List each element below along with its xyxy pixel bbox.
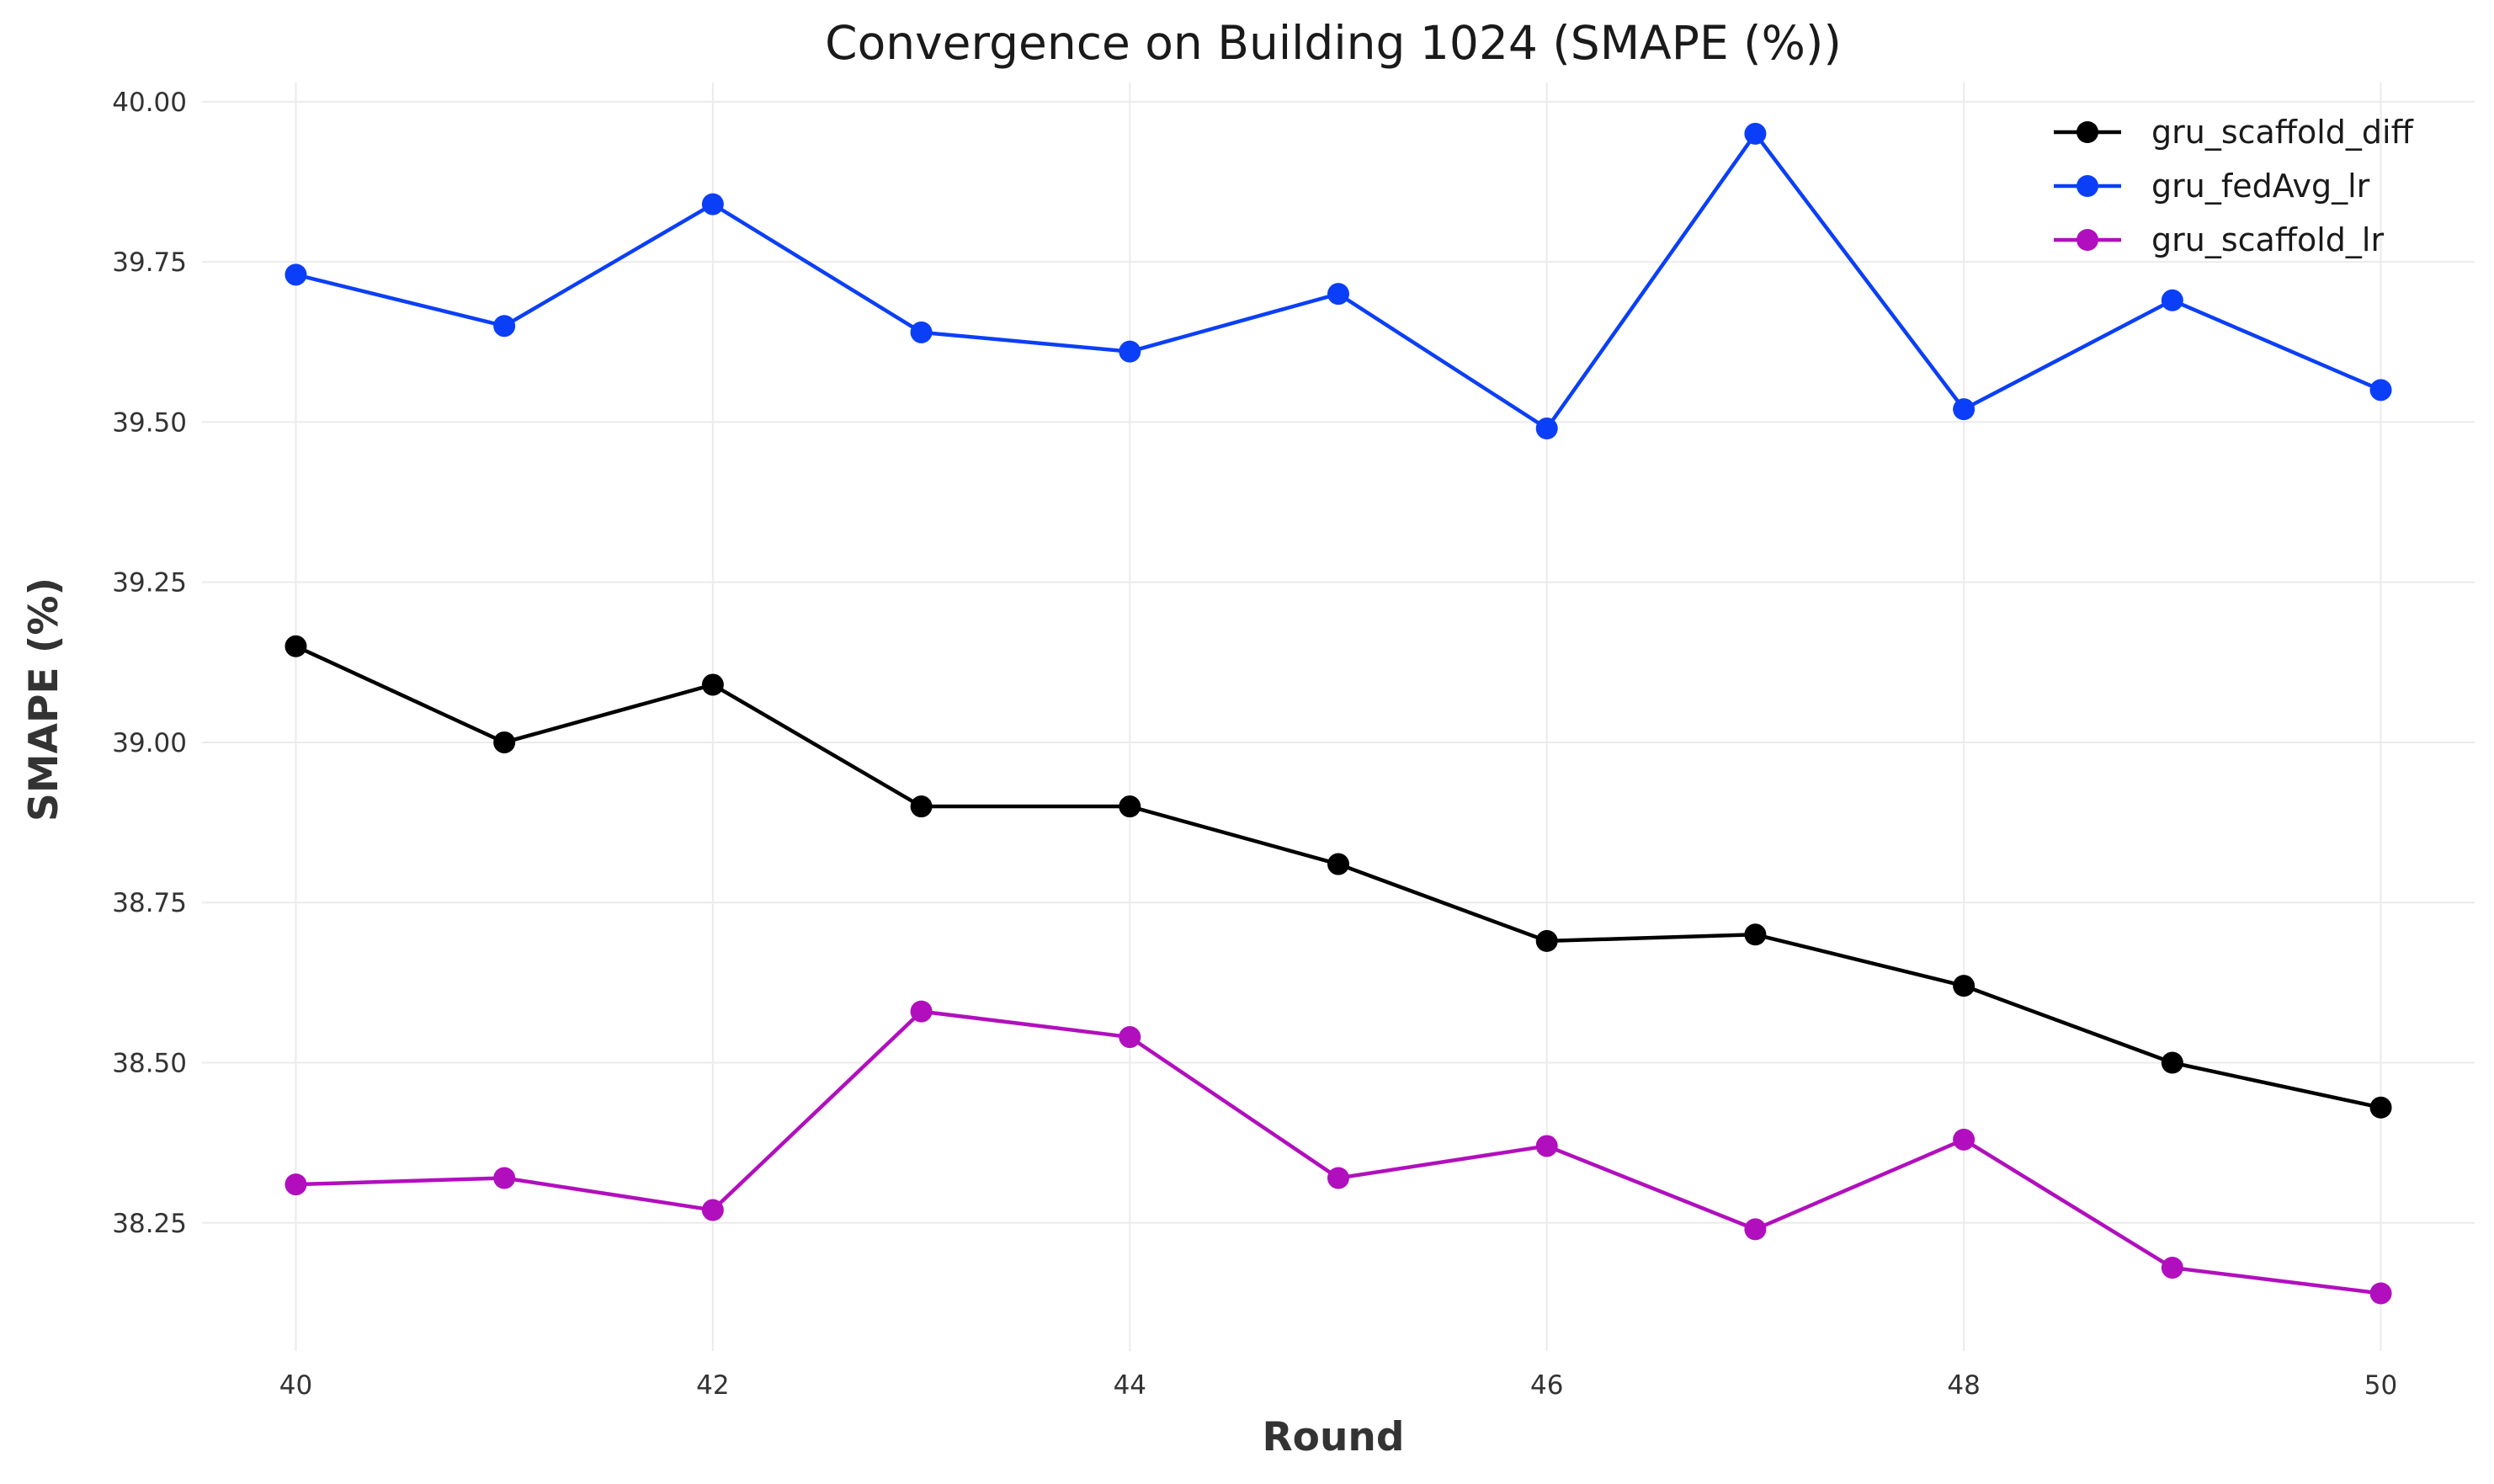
- y-tick-label: 38.25: [112, 1209, 187, 1239]
- data-point: [1953, 1128, 1976, 1151]
- series-line: [295, 131, 2382, 431]
- series-line: [295, 644, 2382, 1109]
- data-point: [1535, 929, 1558, 952]
- data-point: [701, 673, 724, 696]
- legend-swatch-marker: [2077, 175, 2098, 197]
- grid: [202, 82, 2475, 1351]
- y-tick-label: 39.00: [112, 728, 187, 758]
- data-point: [1953, 398, 1976, 421]
- data-point: [1535, 1135, 1558, 1157]
- series-gru_scaffold_diff: [284, 635, 2392, 1119]
- data-point: [910, 1000, 933, 1023]
- data-point: [910, 795, 933, 818]
- data-point: [1953, 975, 1976, 997]
- x-tick-label: 48: [1947, 1370, 1980, 1401]
- x-tick-label: 50: [2364, 1370, 2397, 1401]
- series-gru_fedAvg_lr: [284, 122, 2392, 439]
- x-tick-label: 46: [1530, 1370, 1563, 1401]
- legend-label: gru_fedAvg_lr: [2151, 168, 2370, 205]
- legend-item: gru_fedAvg_lr: [2054, 168, 2370, 205]
- x-tick-label: 44: [1114, 1370, 1146, 1401]
- legend-label: gru_scaffold_diff: [2151, 114, 2414, 151]
- data-point: [1119, 795, 1141, 818]
- data-point: [284, 1173, 307, 1196]
- data-point: [2161, 289, 2183, 311]
- legend-label: gru_scaffold_lr: [2151, 221, 2384, 258]
- data-point: [1744, 1218, 1767, 1241]
- legend-swatch-marker: [2077, 121, 2098, 143]
- data-point: [493, 1167, 516, 1189]
- y-tick-label: 39.50: [112, 407, 187, 438]
- y-tick-label: 40.00: [112, 88, 187, 118]
- legend-swatch-marker: [2077, 229, 2098, 251]
- y-tick-label: 38.75: [112, 888, 187, 918]
- data-point: [1535, 418, 1558, 439]
- series-lines: [284, 122, 2392, 1305]
- data-point: [493, 315, 516, 338]
- data-point: [1327, 1167, 1349, 1189]
- data-point: [2369, 379, 2392, 402]
- data-point: [2161, 1257, 2183, 1279]
- data-point: [2369, 1282, 2392, 1305]
- series-line: [295, 1009, 2381, 1295]
- tick-labels: 40 42 44 46 48 50 38.25 38.50 38.75 39.00 39.25 39.…: [112, 88, 2397, 1401]
- y-tick-label: 39.25: [112, 568, 187, 598]
- data-point: [1119, 340, 1141, 363]
- y-tick-label: 38.50: [112, 1049, 187, 1079]
- legend: gru_scaffold_diff gru_fedAvg_lr gru_scaffo…: [2054, 114, 2414, 258]
- data-point: [284, 263, 307, 286]
- data-point: [1744, 923, 1767, 946]
- data-point: [1744, 122, 1767, 145]
- legend-item: gru_scaffold_diff: [2054, 114, 2414, 151]
- data-point: [910, 321, 933, 343]
- data-point: [1327, 283, 1349, 306]
- data-point: [701, 1199, 724, 1221]
- x-tick-label: 40: [279, 1370, 312, 1401]
- chart-title: Convergence on Building 1024 (SMAPE (%)): [825, 16, 1842, 70]
- x-tick-label: 42: [696, 1370, 729, 1401]
- data-point: [1327, 853, 1349, 875]
- legend-item: gru_scaffold_lr: [2054, 221, 2384, 258]
- x-axis-label: Round: [1262, 1414, 1404, 1460]
- data-point: [2161, 1051, 2183, 1074]
- data-point: [493, 731, 516, 753]
- y-axis-label: SMAPE (%): [21, 577, 67, 822]
- data-point: [701, 193, 724, 215]
- data-point: [284, 635, 307, 657]
- data-point: [1119, 1026, 1141, 1049]
- series-gru_scaffold_lr: [284, 1000, 2392, 1305]
- y-tick-label: 39.75: [112, 247, 187, 278]
- data-point: [2369, 1096, 2392, 1119]
